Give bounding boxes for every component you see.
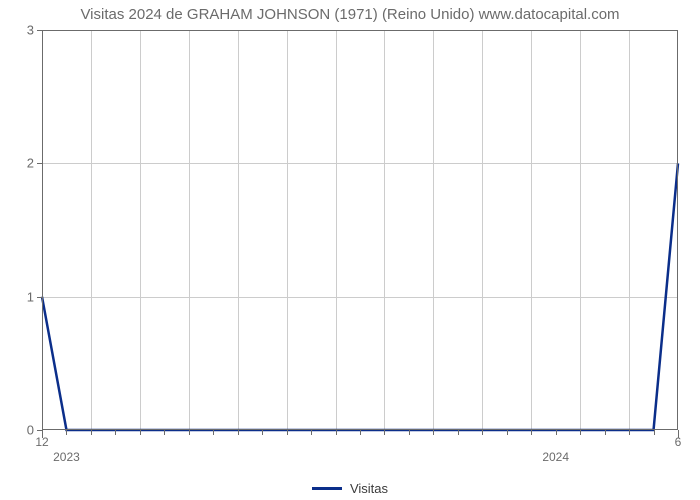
x-tick-label: 12 <box>35 435 48 449</box>
gridline-vertical <box>238 30 239 430</box>
legend-swatch <box>312 487 342 490</box>
gridline-vertical <box>433 30 434 430</box>
x-year-label: 2024 <box>542 450 569 464</box>
x-tick-minor <box>458 430 459 435</box>
x-tick-minor <box>384 430 385 435</box>
x-tick-minor <box>287 430 288 435</box>
x-tick-minor <box>164 430 165 435</box>
x-tick-minor <box>629 430 630 435</box>
gridline-vertical <box>531 30 532 430</box>
chart-title: Visitas 2024 de GRAHAM JOHNSON (1971) (R… <box>0 6 700 23</box>
x-tick-minor <box>360 430 361 435</box>
x-tick-minor <box>311 430 312 435</box>
x-tick-minor <box>433 430 434 435</box>
x-tick-minor <box>409 430 410 435</box>
y-tick-label: 3 <box>27 23 34 38</box>
legend: Visitas <box>0 481 700 496</box>
y-tick-label: 1 <box>27 289 34 304</box>
gridline-horizontal <box>42 30 678 31</box>
x-year-label: 2023 <box>53 450 80 464</box>
gridline-vertical <box>384 30 385 430</box>
y-tick-mark <box>37 163 42 164</box>
line-series <box>42 30 678 430</box>
gridline-vertical <box>140 30 141 430</box>
x-tick-minor <box>238 430 239 435</box>
x-tick-minor <box>580 430 581 435</box>
gridline-vertical <box>91 30 92 430</box>
y-tick-label: 2 <box>27 156 34 171</box>
x-tick-minor <box>115 430 116 435</box>
gridline-vertical <box>287 30 288 430</box>
x-tick-minor <box>213 430 214 435</box>
x-tick-minor <box>140 430 141 435</box>
gridline-vertical <box>580 30 581 430</box>
x-tick-minor <box>556 430 557 435</box>
x-tick-minor <box>654 430 655 435</box>
plot-border <box>42 30 678 430</box>
gridline-vertical <box>629 30 630 430</box>
gridline-vertical <box>336 30 337 430</box>
y-tick-label: 0 <box>27 423 34 438</box>
legend-label: Visitas <box>350 481 388 496</box>
x-tick-minor <box>189 430 190 435</box>
x-tick-minor <box>605 430 606 435</box>
gridline-horizontal <box>42 163 678 164</box>
gridline-horizontal <box>42 297 678 298</box>
gridline-vertical <box>189 30 190 430</box>
x-tick-minor <box>336 430 337 435</box>
plot-area: 012312620232024 <box>42 30 678 430</box>
x-tick-minor <box>66 430 67 435</box>
x-tick-minor <box>262 430 263 435</box>
y-tick-mark <box>37 30 42 31</box>
x-tick-minor <box>482 430 483 435</box>
x-tick-minor <box>91 430 92 435</box>
x-tick-minor <box>531 430 532 435</box>
x-tick-minor <box>507 430 508 435</box>
x-tick-label: 6 <box>675 435 682 449</box>
gridline-vertical <box>482 30 483 430</box>
y-tick-mark <box>37 297 42 298</box>
